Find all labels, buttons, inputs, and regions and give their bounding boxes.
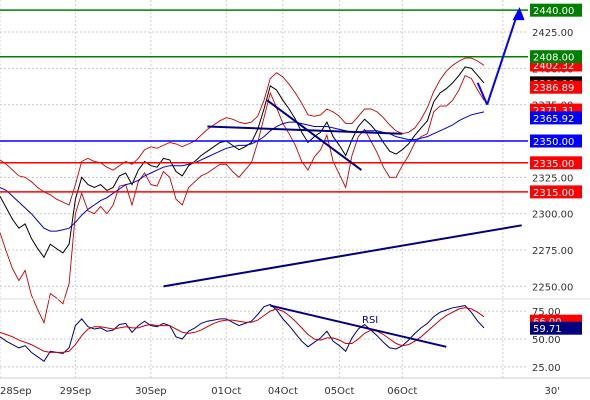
price-y-tick-label: 2275.00	[532, 246, 573, 257]
trend-line	[476, 82, 489, 106]
level-tag: 2315.00	[533, 188, 574, 199]
price-series-line	[0, 66, 485, 259]
price-y-tick-label: 2425.00	[532, 28, 573, 39]
price-vertical-grid	[0, 0, 504, 298]
rsi-series-line	[0, 303, 485, 363]
rsi-trend-lines	[270, 304, 447, 348]
time-tick-label: 30Sep	[135, 386, 167, 397]
trend-line	[163, 224, 522, 288]
rsi-y-tick-label: 50.00	[532, 335, 561, 346]
price-series-line	[0, 111, 485, 232]
price-grid	[0, 31, 528, 287]
level-tag-box	[530, 185, 582, 199]
price-tag-box	[530, 80, 582, 94]
projection-arrowhead	[512, 7, 525, 21]
price-tag: 2386.89	[533, 83, 574, 94]
price-trend-lines	[163, 7, 525, 288]
price-series-line	[0, 57, 485, 206]
rsi-tag-box	[530, 321, 582, 335]
price-series-line	[0, 74, 485, 325]
price-y-tick-label: 2250.00	[532, 282, 573, 293]
level-tag-box	[530, 3, 582, 17]
level-tag: 2350.00	[533, 137, 574, 148]
price-tag: 2402.32	[533, 61, 574, 72]
horizontal-levels	[0, 9, 528, 193]
rsi-y-tick-label: 75.00	[532, 307, 561, 318]
trend-line	[266, 99, 363, 171]
rsi-y-axis: 25.00 50.00 75.00	[532, 307, 561, 374]
rsi-vertical-grid	[0, 300, 504, 378]
trend-line	[486, 9, 520, 105]
price-y-tick-label: 2300.00	[532, 210, 573, 221]
price-panel: 2250.002275.002300.002325.002350.002375.…	[0, 0, 582, 325]
time-tick-label: 30'	[545, 386, 560, 397]
rsi-y-tick-label: 25.00	[532, 363, 561, 374]
time-tick-label: 01Oct	[211, 386, 241, 397]
time-tick-label: 28Sep	[0, 386, 32, 397]
trend-line	[207, 125, 403, 135]
rsi-series	[0, 303, 485, 363]
time-tick-label: 04Oct	[268, 386, 298, 397]
time-tick-label: 05Oct	[324, 386, 354, 397]
level-tag: 2440.00	[533, 6, 574, 17]
level-tag-box	[530, 156, 582, 170]
level-tag: 2335.00	[533, 159, 574, 170]
level-tag: 2408.00	[533, 53, 574, 64]
rsi-series-line	[0, 307, 485, 353]
time-tick-label: 06Oct	[387, 386, 417, 397]
rsi-trend-line	[270, 304, 447, 348]
price-tag: 2365.92	[533, 114, 574, 125]
rsi-grid	[0, 298, 590, 368]
price-tag-box	[530, 111, 582, 125]
level-tag-box	[530, 50, 582, 64]
price-tags: 2402.322390.002386.892371.312365.922440.…	[530, 3, 582, 199]
rsi-tag: 59.71	[533, 324, 562, 335]
rsi-legend-label: RSI	[362, 315, 378, 326]
level-tag-box	[530, 134, 582, 148]
time-axis: 28Sep 29Sep 30Sep 01Oct 04Oct 05Oct 06Oct 30'	[0, 377, 590, 397]
time-tick-label: 29Sep	[60, 386, 92, 397]
price-series	[0, 57, 485, 325]
price-y-tick-label: 2325.00	[532, 173, 573, 184]
